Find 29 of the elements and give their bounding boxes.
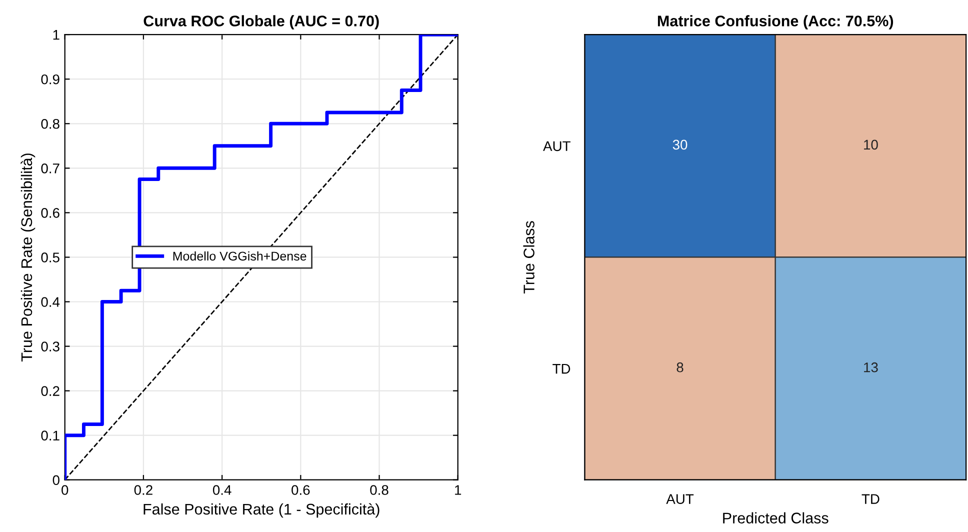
y-tick-label: 0.5 xyxy=(41,252,60,262)
y-tick-label: 0.6 xyxy=(41,208,60,218)
y-tick-label: 1 xyxy=(53,30,60,40)
y-tick-label: 0.8 xyxy=(41,118,60,129)
x-tick-label: 0 xyxy=(62,485,68,495)
data-label: 10 xyxy=(864,140,878,150)
x-tick-label: 0.6 xyxy=(292,485,310,495)
data-label: 13 xyxy=(864,362,878,372)
y-tick-label: 0 xyxy=(52,475,60,486)
y-tick-label: 0.9 xyxy=(41,74,60,84)
y-tick-label: 0.3 xyxy=(41,342,60,352)
x-tick-label: 1 xyxy=(455,485,462,495)
y-tick-label: 0.2 xyxy=(41,386,60,396)
x-axis-title: Predicted Class xyxy=(723,512,828,524)
x-axis-title: False Positive Rate (1 - Specificità) xyxy=(144,503,380,518)
x-tick-label: 0.8 xyxy=(370,485,388,495)
y-axis-title: True Class xyxy=(523,221,534,294)
y-tick-label: 0.4 xyxy=(41,297,60,307)
x-tick-label: 0.2 xyxy=(134,485,152,495)
y-tick-label: 0.1 xyxy=(41,430,60,441)
legend-label: Modello VGGish+Dense xyxy=(173,251,306,261)
chart-title: Matrice Confusione (Acc: 70.5%) xyxy=(658,15,894,30)
line-series xyxy=(64,34,458,480)
data-label: 30 xyxy=(672,140,688,150)
y-axis-title: True Positive Rate (Sensibilità) xyxy=(20,154,36,362)
y-tick-label: 0.7 xyxy=(41,164,60,174)
chart-title: Curva ROC Globale (AUC = 0.70) xyxy=(144,15,379,30)
x-tick-label: 0.4 xyxy=(212,485,232,495)
data-label: 8 xyxy=(676,362,684,372)
